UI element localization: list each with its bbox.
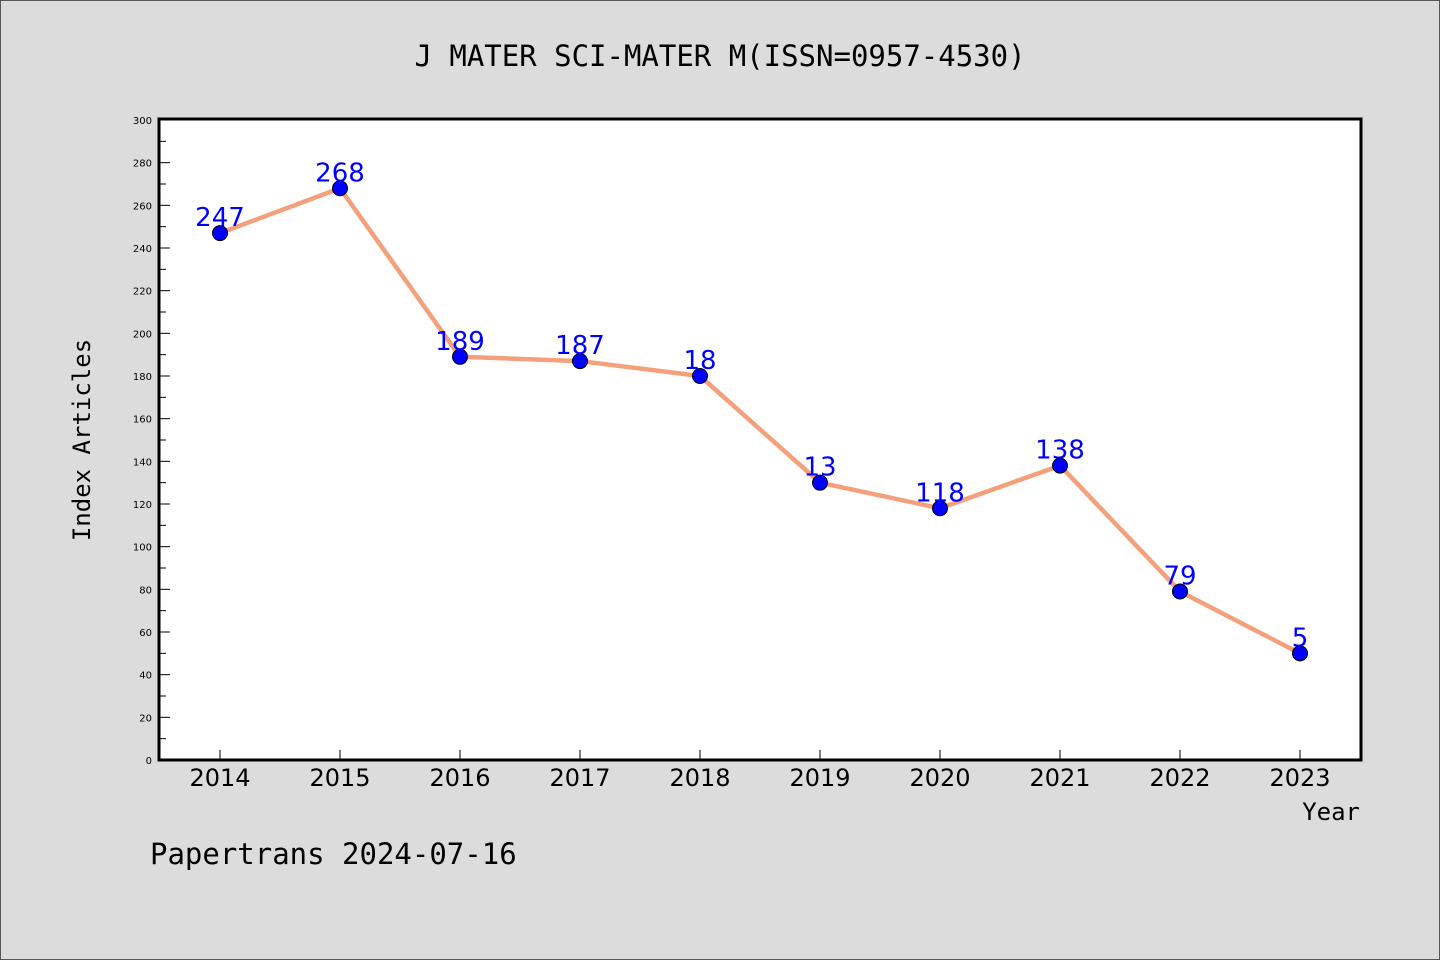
data-point bbox=[1052, 457, 1068, 474]
chart-title: J MATER SCI-MATER M(ISSN=0957-4530) bbox=[414, 39, 1025, 73]
y-tick-label: 180 bbox=[133, 372, 152, 383]
footer-text: Papertrans 2024-07-16 bbox=[150, 837, 517, 871]
x-tick-label: 2015 bbox=[309, 764, 370, 792]
y-tick-label: 260 bbox=[133, 201, 152, 212]
y-tick-label: 140 bbox=[133, 457, 152, 468]
x-tick-label: 2016 bbox=[429, 764, 490, 792]
data-label: 118 bbox=[915, 478, 965, 508]
data-point bbox=[692, 368, 708, 384]
y-tick-label: 100 bbox=[133, 543, 152, 554]
y-tick-label: 60 bbox=[139, 628, 152, 639]
x-tick-label: 2014 bbox=[189, 764, 250, 792]
data-label: 138 bbox=[1035, 436, 1085, 466]
data-label: 268 bbox=[315, 158, 365, 188]
y-tick-label: 300 bbox=[133, 116, 152, 127]
y-tick-label: 160 bbox=[133, 415, 152, 426]
x-axis-label: Year bbox=[1302, 798, 1360, 826]
y-tick-label: 0 bbox=[146, 756, 152, 767]
x-tick-label: 2019 bbox=[789, 764, 850, 792]
y-tick-label: 200 bbox=[133, 329, 152, 340]
y-axis-label: Index Articles bbox=[68, 339, 96, 541]
data-label: 187 bbox=[555, 331, 605, 361]
data-label: 13 bbox=[803, 453, 836, 483]
series-line bbox=[219, 186, 1302, 656]
x-tick-label: 2022 bbox=[1149, 764, 1210, 792]
y-axis: 0 20 40 60 80 100 120 140 160 180 200 220 240 260 280 3… bbox=[133, 116, 170, 767]
data-point bbox=[212, 225, 228, 242]
data-point bbox=[452, 348, 468, 365]
x-tick-label: 2021 bbox=[1029, 764, 1090, 792]
y-tick-label: 280 bbox=[133, 159, 152, 170]
x-tick-label: 2018 bbox=[669, 764, 730, 792]
y-tick-label: 220 bbox=[133, 287, 152, 298]
y-tick-label: 120 bbox=[133, 500, 152, 511]
y-tick-label: 20 bbox=[139, 713, 152, 724]
y-tick-label: 40 bbox=[139, 671, 152, 682]
data-point bbox=[332, 180, 348, 197]
x-tick-label: 2017 bbox=[549, 764, 610, 792]
data-point bbox=[1292, 645, 1308, 662]
y-tick-label: 80 bbox=[139, 585, 152, 596]
data-point bbox=[1172, 583, 1188, 600]
data-label: 189 bbox=[435, 327, 485, 357]
data-label: 79 bbox=[1163, 561, 1196, 591]
data-point bbox=[932, 500, 948, 517]
data-point bbox=[572, 353, 588, 370]
series-layer: 247 268 189 187 18 13 118 138 79 5 bbox=[195, 158, 1309, 662]
data-label: 18 bbox=[683, 346, 716, 376]
data-label: 5 bbox=[1292, 623, 1309, 653]
y-tick-label: 240 bbox=[133, 244, 152, 255]
plot-area bbox=[157, 117, 1363, 762]
data-point bbox=[812, 474, 828, 491]
x-tick-label: 2020 bbox=[909, 764, 970, 792]
x-axis: 2014 2015 2016 2017 2018 2019 2020 2021 2022 2023 bbox=[189, 750, 1331, 792]
data-label: 247 bbox=[195, 203, 245, 233]
x-tick-label: 2023 bbox=[1269, 764, 1330, 792]
